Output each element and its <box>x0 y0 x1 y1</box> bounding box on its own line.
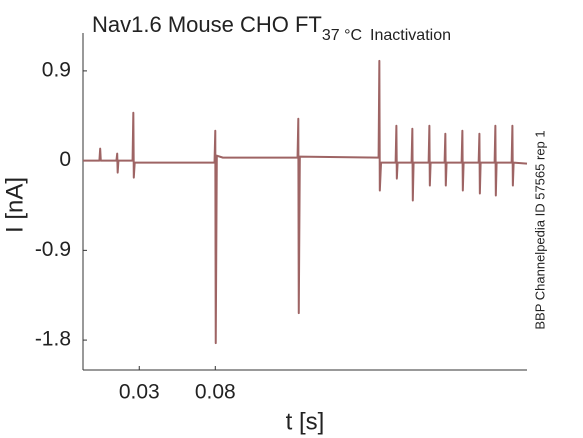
annotation: BBP Channelpedia ID 57565 rep 1 <box>532 130 547 329</box>
subtitle: Inactivation <box>370 27 451 44</box>
trace <box>83 59 528 345</box>
y-tick-label: -1.8 <box>35 328 71 351</box>
y-tick-label: 0 <box>59 148 71 171</box>
title-subscript: 37 °C <box>322 27 362 44</box>
x-tick-label: 0.08 <box>195 381 236 404</box>
title-main: Nav1.6 Mouse CHO FT <box>92 12 322 37</box>
y-tick-label: 0.9 <box>42 58 71 81</box>
y-axis-label: I [nA] <box>1 177 28 233</box>
x-tick-label: 0.03 <box>119 381 160 404</box>
x-axis-label: t [s] <box>286 408 325 435</box>
y-tick-label: -0.9 <box>35 238 71 261</box>
chart-title: Nav1.6 Mouse CHO FT37 °C Inactivation <box>92 12 451 44</box>
